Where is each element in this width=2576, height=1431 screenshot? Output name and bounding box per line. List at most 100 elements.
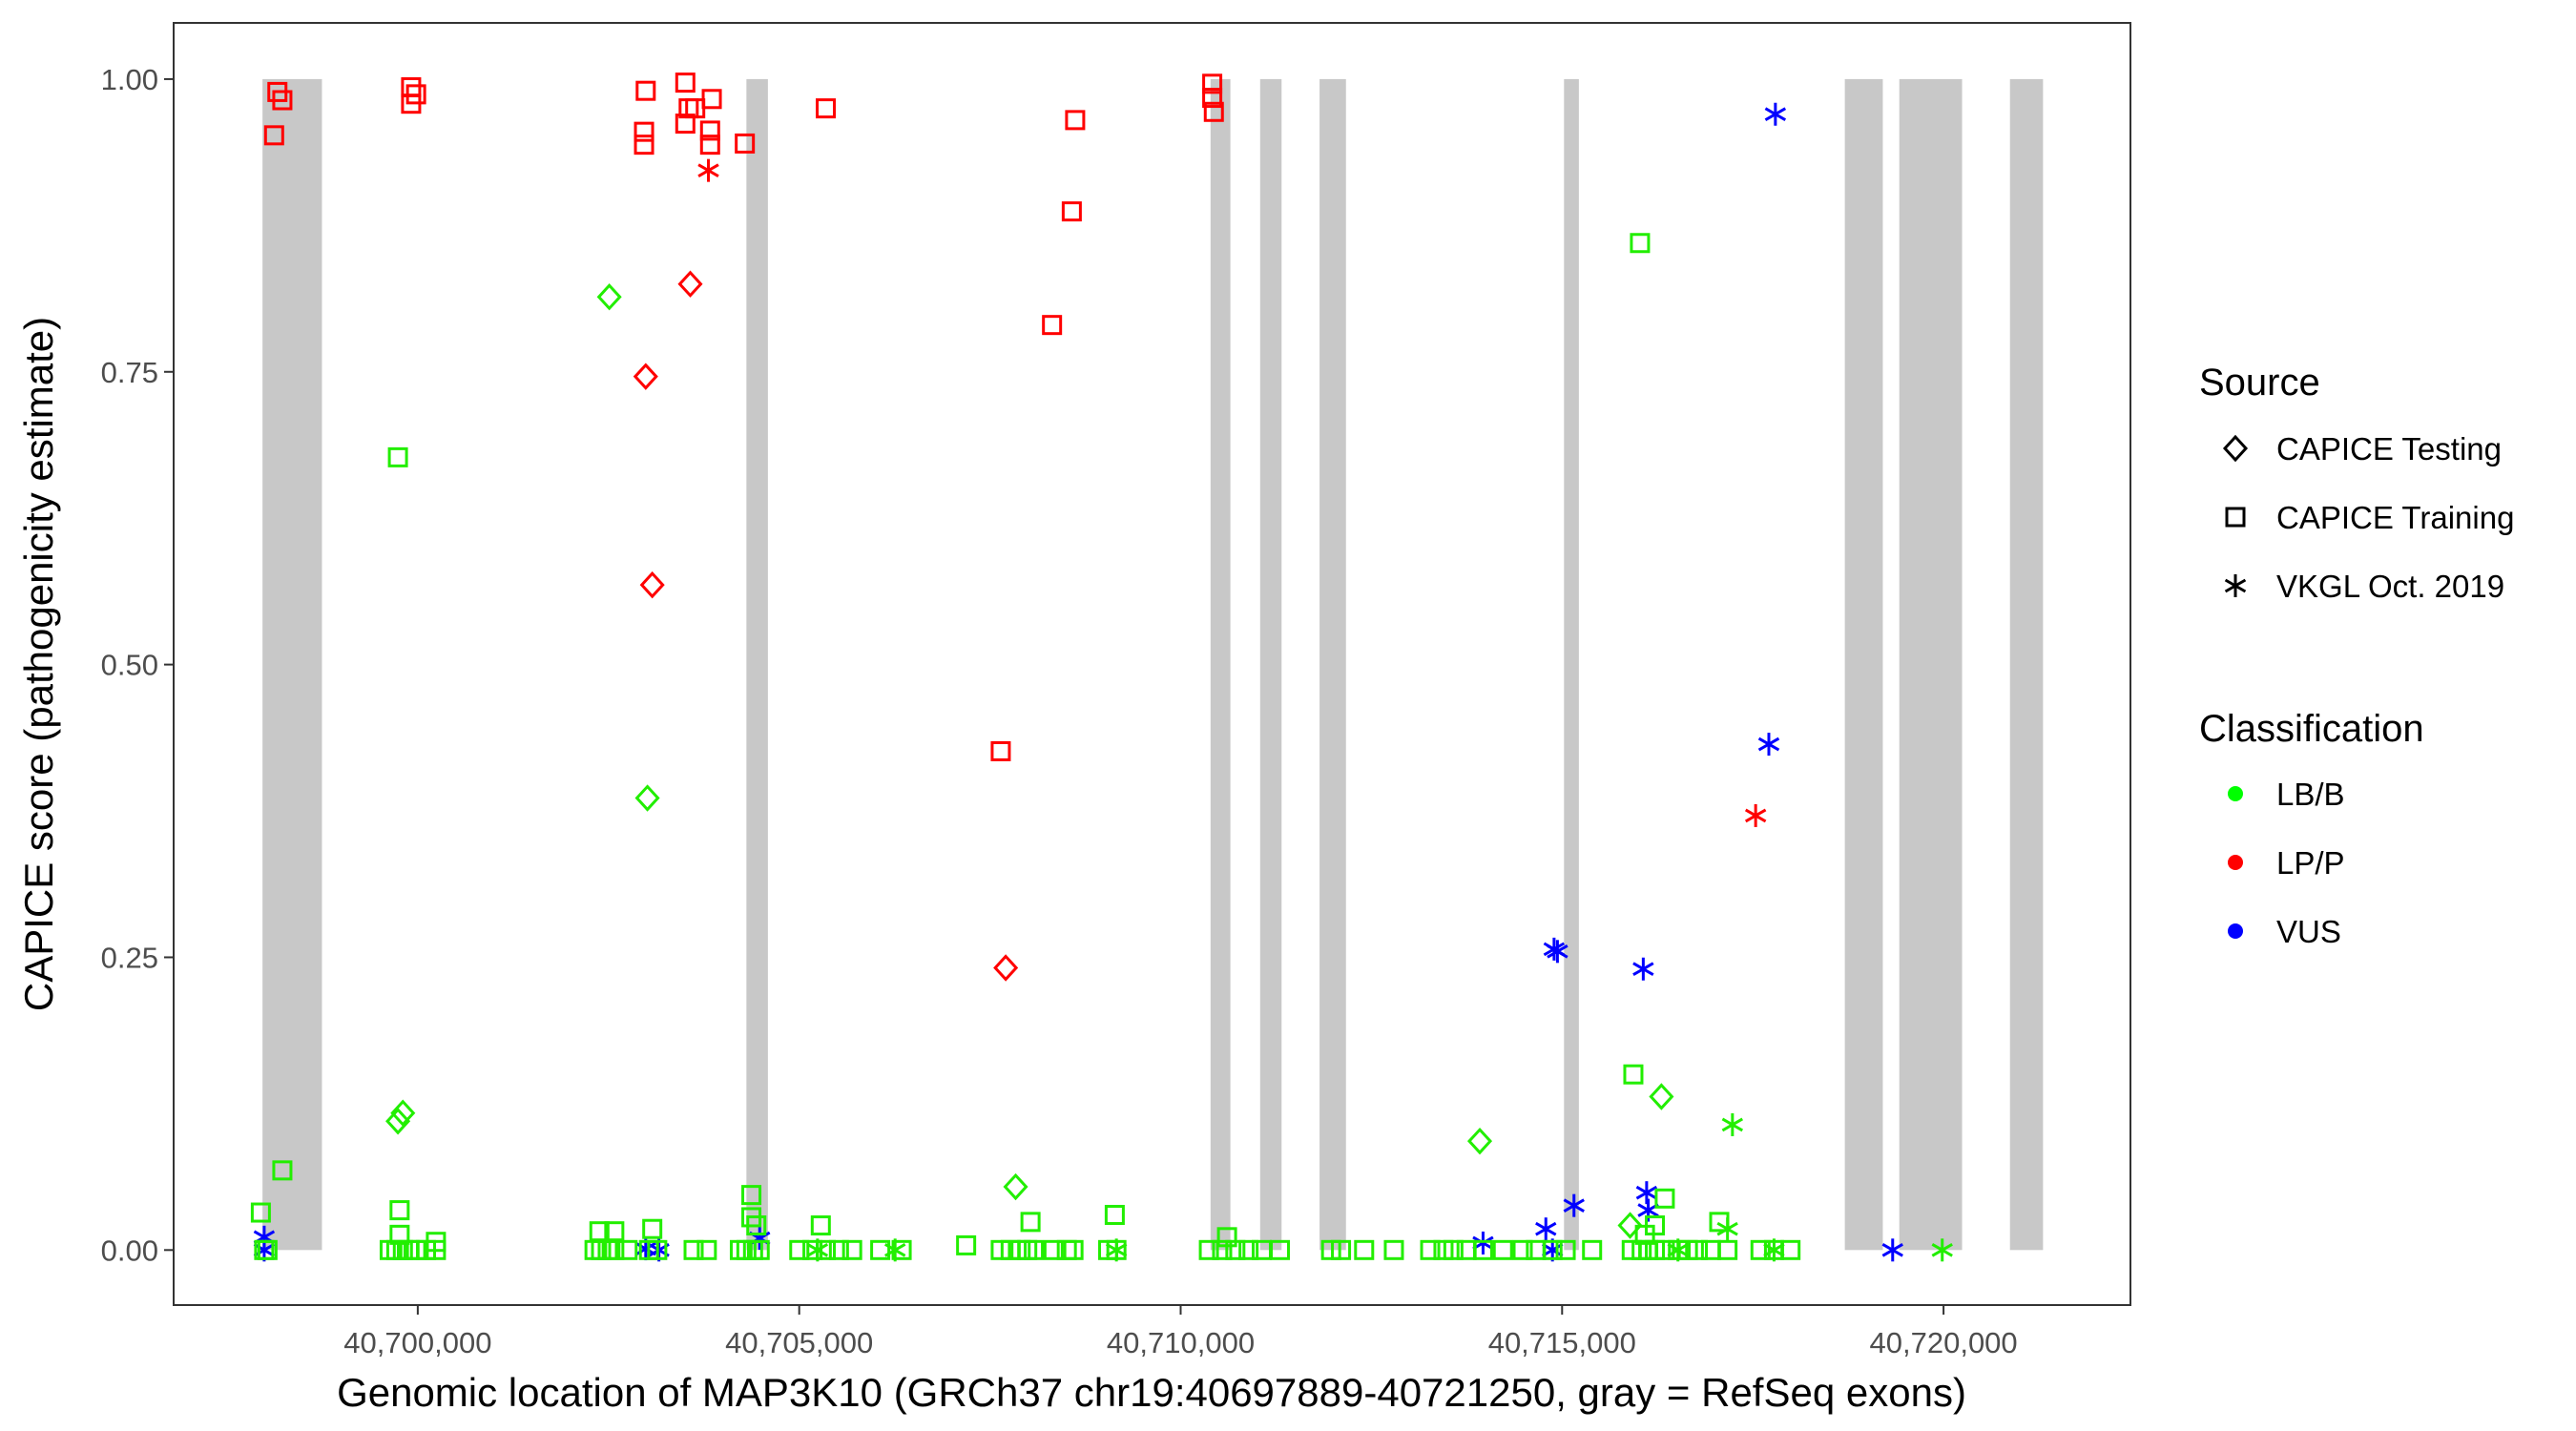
square-marker (1420, 1239, 1441, 1260)
data-point (870, 1239, 891, 1260)
data-point (1212, 1239, 1233, 1260)
x-axis: 40,700,000 40,705,000 40,710,000 40,715,000… (343, 1305, 2018, 1359)
square-marker (1270, 1239, 1291, 1260)
data-point (1331, 1239, 1352, 1260)
square-marker (272, 1160, 293, 1181)
data-point (1063, 1239, 1084, 1260)
data-point (1043, 1239, 1064, 1260)
legend-source-key (2222, 434, 2249, 463)
data-point (1763, 1238, 1785, 1262)
square-marker (810, 1215, 831, 1236)
asterisk-stroke (1744, 808, 1767, 823)
data-point (675, 73, 696, 93)
square-marker (272, 90, 293, 111)
y-tick-label: 1.00 (101, 63, 158, 96)
square-marker (257, 1239, 278, 1260)
data-point (1582, 1239, 1603, 1260)
data-point (701, 89, 722, 110)
data-point (1547, 940, 1568, 964)
asterisk-stroke (1667, 1243, 1689, 1257)
square-marker (675, 73, 696, 93)
y-tick-label: 0.00 (101, 1234, 158, 1267)
data-point (1757, 733, 1780, 757)
y-tick-label: 0.50 (101, 649, 158, 682)
data-point (634, 784, 660, 812)
data-point (884, 1238, 906, 1262)
square-marker (696, 1239, 717, 1260)
legend: Source Classification CAPICE Testing CAPI… (2199, 362, 2514, 949)
asterisk-stroke (1931, 1243, 1953, 1257)
data-point (1744, 803, 1767, 827)
diamond-marker (634, 784, 660, 812)
exon-bar (2009, 78, 2044, 1251)
data-point (1270, 1239, 1291, 1260)
legend-class-key (2228, 855, 2243, 870)
data-point (390, 1099, 416, 1127)
legend-source-label: VKGL Oct. 2019 (2276, 569, 2504, 604)
data-point (735, 133, 756, 154)
square-marker (617, 1239, 638, 1260)
plot-background (174, 23, 2130, 1305)
y-tick-label: 0.25 (101, 941, 158, 974)
exon-layer (262, 78, 2044, 1251)
square-marker (741, 1185, 762, 1206)
data-point (675, 114, 696, 135)
exon-bar (1259, 78, 1282, 1251)
data-point (1225, 1239, 1246, 1260)
asterisk-stroke (1716, 1221, 1738, 1236)
diamond-marker (2222, 434, 2249, 463)
square-marker (426, 1239, 447, 1260)
square-marker (699, 135, 720, 156)
square-marker (1780, 1239, 1801, 1260)
square-marker (1443, 1239, 1464, 1260)
square-marker (1238, 1239, 1259, 1260)
data-point (272, 90, 293, 111)
diamond-marker (1617, 1212, 1643, 1239)
data-point (250, 1202, 271, 1223)
square-marker (1688, 1239, 1709, 1260)
data-point (1750, 1239, 1771, 1260)
legend-class-key (2228, 923, 2243, 939)
data-point (1563, 1193, 1585, 1217)
data-point (1542, 1239, 1563, 1260)
square-marker (635, 80, 656, 101)
square-marker (735, 133, 756, 154)
diamond-marker (1466, 1127, 1493, 1155)
data-point (634, 121, 654, 142)
diamond-marker (596, 282, 622, 311)
square-marker (1354, 1239, 1375, 1260)
legend-source-label: CAPICE Training (2276, 500, 2514, 535)
data-point (1716, 1217, 1738, 1241)
square-marker (701, 89, 722, 110)
square-marker (749, 1239, 770, 1260)
legend-class-label: LP/P (2276, 845, 2345, 881)
data-point (677, 270, 703, 298)
data-point (635, 80, 656, 101)
data-point (1931, 1238, 1953, 1262)
exon-bar (1899, 78, 1963, 1251)
square-marker (1623, 1064, 1644, 1085)
data-point (1466, 1127, 1493, 1155)
asterisk-stroke (1547, 944, 1568, 959)
square-marker (2225, 507, 2246, 528)
square-marker (1203, 101, 1224, 122)
data-point (257, 1239, 278, 1260)
data-point (1630, 233, 1651, 254)
square-marker (1043, 1239, 1064, 1260)
square-marker (1042, 315, 1063, 336)
square-marker (604, 1221, 625, 1242)
x-tick-label: 40,705,000 (725, 1326, 873, 1359)
asterisk-stroke (2224, 578, 2247, 593)
square-marker (1582, 1239, 1603, 1260)
diamond-marker (993, 954, 1019, 982)
data-point (699, 120, 720, 141)
square-marker (589, 1221, 610, 1242)
y-axis-title: CAPICE score (pathogenicity estimate) (16, 317, 61, 1011)
data-point (1512, 1239, 1533, 1260)
data-point (596, 282, 622, 311)
data-point (263, 125, 284, 146)
square-marker (870, 1239, 891, 1260)
square-marker (1202, 88, 1223, 109)
square-marker (1065, 110, 1086, 131)
data-point (1198, 1239, 1219, 1260)
